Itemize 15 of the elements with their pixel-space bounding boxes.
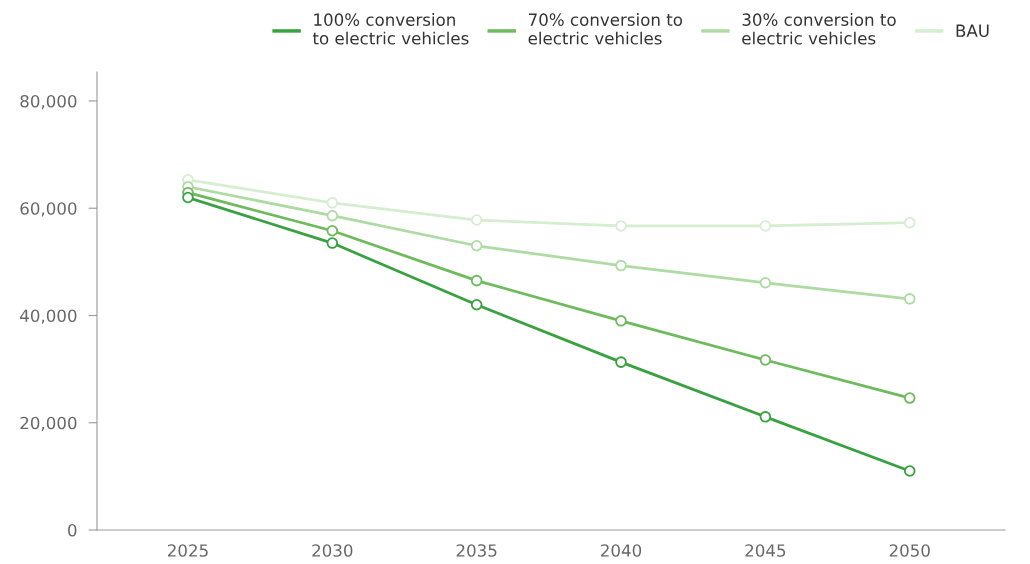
x-tick-label: 2045 — [745, 544, 786, 557]
legend-label: 70% conversion to electric vehicles — [528, 13, 683, 45]
y-tick-label: 60,000 — [20, 202, 77, 217]
x-tick-label: 2025 — [167, 544, 208, 557]
y-tick-label: 20,000 — [20, 416, 77, 432]
x-tick-label: 2030 — [312, 544, 353, 557]
x-tick-label: 2040 — [601, 544, 642, 557]
legend-label: 30% conversion to electric vehicles — [742, 13, 896, 45]
x-tick-label: 2050 — [889, 544, 930, 557]
y-tick-label: 80,000 — [20, 94, 77, 110]
y-tick-label: 40,000 — [20, 309, 77, 324]
x-tick-label: 2035 — [456, 544, 497, 557]
y-tick-label: 0 — [68, 523, 77, 537]
legend-label: BAU — [956, 24, 989, 38]
legend-label: 100% conversion to electric vehicles — [312, 13, 469, 45]
